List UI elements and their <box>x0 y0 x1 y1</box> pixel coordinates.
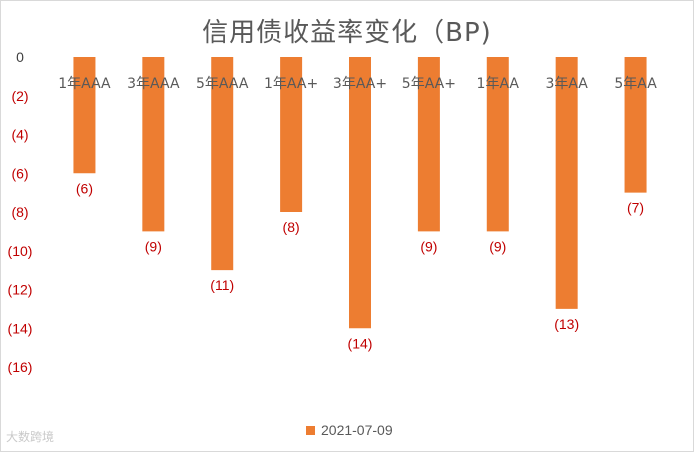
category-label: 5年AAA <box>196 76 249 92</box>
data-label: (8) <box>283 219 300 235</box>
data-label: (11) <box>210 277 234 293</box>
bar <box>211 57 234 271</box>
data-label: (9) <box>145 238 162 254</box>
bar <box>417 57 440 232</box>
category-label: 5年AA <box>614 76 657 92</box>
category-label: 3年AA <box>545 76 588 92</box>
bar <box>280 57 303 212</box>
y-tick-label: (8) <box>11 204 28 220</box>
bar <box>555 57 578 309</box>
data-label: (9) <box>489 238 506 254</box>
category-label: 5年AA+ <box>402 76 456 92</box>
category-label: 1年AAA <box>58 76 111 92</box>
data-label: (9) <box>420 238 437 254</box>
data-label: (13) <box>554 316 579 332</box>
bar <box>624 57 647 193</box>
category-label: 3年AA+ <box>333 76 387 92</box>
category-label: 3年AAA <box>127 76 180 92</box>
y-tick-label: (2) <box>11 88 28 104</box>
y-tick-label: (16) <box>8 359 33 375</box>
legend-swatch <box>306 425 315 435</box>
legend-label: 2021-07-09 <box>321 422 393 438</box>
data-label: (6) <box>76 180 93 196</box>
category-label: 1年AA+ <box>264 76 318 92</box>
y-tick-label: 0 <box>16 49 24 65</box>
y-tick-label: (12) <box>8 282 33 298</box>
bar <box>486 57 509 232</box>
y-tick-label: (10) <box>8 243 33 259</box>
y-tick-label: (14) <box>8 320 33 336</box>
bar <box>142 57 165 232</box>
y-tick-label: (4) <box>11 127 28 143</box>
data-label: (14) <box>348 335 373 351</box>
y-tick-label: (6) <box>11 165 28 181</box>
watermark-logo: 大数跨境 <box>6 430 55 444</box>
bar <box>349 57 371 329</box>
data-label: (7) <box>627 200 644 216</box>
category-label: 1年AA <box>477 76 520 92</box>
legend: 2021-07-09 <box>306 422 393 438</box>
bar <box>73 57 96 174</box>
chart-title: 信用债收益率变化（BP) <box>202 18 492 48</box>
